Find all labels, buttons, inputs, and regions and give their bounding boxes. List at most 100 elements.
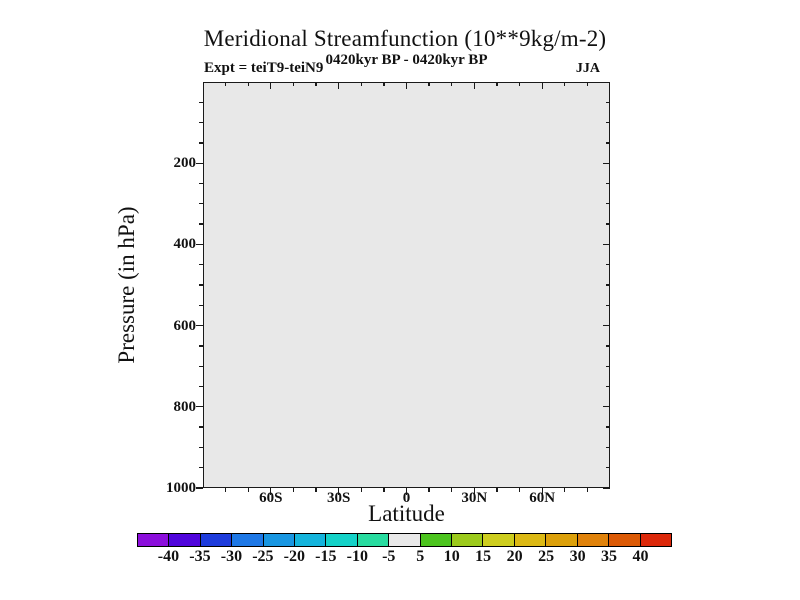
y-axis-tick-right xyxy=(606,446,610,449)
colorbar-tick-label: 25 xyxy=(538,548,555,565)
y-axis-tick xyxy=(199,264,203,266)
colorbar-segment xyxy=(231,534,263,546)
colorbar-tick-label: 5 xyxy=(416,548,425,565)
y-axis-tick-right xyxy=(606,284,610,286)
chart-title: Meridional Streamfunction (10**9kg/m-2) xyxy=(203,26,607,51)
y-axis-tick-right xyxy=(606,467,610,469)
colorbar-segment xyxy=(325,534,357,546)
x-axis-tick-top xyxy=(270,82,272,89)
x-axis-tick xyxy=(338,488,340,495)
x-axis-tick xyxy=(428,488,430,492)
plot-area xyxy=(203,82,610,488)
x-axis-tick xyxy=(292,488,295,492)
y-axis-tick xyxy=(199,182,203,185)
colorbar-tick-label: -30 xyxy=(220,548,243,565)
colorbar-tick-label: -35 xyxy=(189,548,211,565)
y-axis-tick-label: 200 xyxy=(173,155,197,172)
y-axis-tick xyxy=(199,467,203,469)
y-axis-tick-right xyxy=(606,264,610,266)
y-axis-tick xyxy=(196,487,203,489)
y-axis-tick xyxy=(199,121,203,124)
y-axis-tick-label: 800 xyxy=(173,398,197,415)
period-label: 0420kyr BP - 0420kyr BP xyxy=(325,52,488,68)
colorbar-tick-label: -5 xyxy=(382,548,396,565)
y-axis-tick xyxy=(196,324,203,327)
x-axis-tick-top xyxy=(496,82,498,86)
x-axis-tick-top xyxy=(338,82,340,89)
y-axis-tick-right xyxy=(606,182,610,185)
colorbar-tick-label: -20 xyxy=(283,548,306,565)
colorbar-tick-label: 10 xyxy=(443,548,460,565)
x-axis-tick-top xyxy=(247,82,249,86)
colorbar-tick-label: 40 xyxy=(632,548,649,565)
y-axis-tick xyxy=(196,406,203,408)
y-axis-tick xyxy=(199,304,203,306)
y-axis-tick-label: 400 xyxy=(173,236,197,253)
colorbar-tick-label: -10 xyxy=(346,548,368,565)
x-axis-tick xyxy=(496,488,498,492)
x-axis-tick-top xyxy=(292,82,295,86)
x-axis-tick-top xyxy=(383,82,385,86)
y-axis-tick-right xyxy=(603,243,610,246)
y-axis-tick-label: 1000 xyxy=(166,480,196,496)
y-axis-tick-right xyxy=(606,426,610,428)
experiment-label: Expt = teiT9-teiN9 xyxy=(204,60,324,76)
colorbar-segment xyxy=(262,534,295,546)
x-axis-tick-top xyxy=(428,82,430,86)
y-axis-tick xyxy=(199,446,203,449)
colorbar-segment xyxy=(294,534,326,546)
y-axis-tick-right xyxy=(603,487,610,489)
colorbar-segment xyxy=(513,534,546,546)
y-axis-title: Pressure (in hPa) xyxy=(114,206,139,364)
y-axis-tick-right xyxy=(606,121,610,124)
x-axis-tick xyxy=(451,488,453,492)
y-axis-tick-right xyxy=(606,385,610,388)
x-axis-tick-top xyxy=(518,82,521,86)
x-axis-tick-top xyxy=(451,82,453,86)
colorbar-segment xyxy=(138,534,169,546)
y-axis-tick xyxy=(199,385,203,388)
colorbar-segment xyxy=(356,534,389,546)
x-axis-tick-top xyxy=(541,82,543,89)
x-axis-tick xyxy=(405,488,408,495)
x-axis-tick-top xyxy=(360,82,362,86)
x-axis-tick xyxy=(360,488,362,492)
y-axis-tick xyxy=(199,284,203,286)
y-axis-tick xyxy=(196,243,203,246)
y-axis-tick-right xyxy=(606,142,610,144)
x-axis-tick xyxy=(564,488,566,492)
x-axis-tick xyxy=(473,488,475,495)
x-axis-tick-top xyxy=(586,82,589,86)
colorbar-segment xyxy=(419,534,452,546)
y-axis-tick xyxy=(199,345,203,347)
y-axis-tick-right xyxy=(606,304,610,306)
y-axis-tick-right xyxy=(603,406,610,408)
y-axis-tick xyxy=(196,162,203,164)
colorbar-segment xyxy=(199,534,232,546)
y-axis-tick xyxy=(199,203,203,205)
colorbar-segment xyxy=(451,534,483,546)
y-axis-tick-right xyxy=(603,162,610,164)
colorbar-segment xyxy=(168,534,200,546)
x-axis-tick-label: 60S xyxy=(259,490,283,506)
x-axis-tick xyxy=(541,488,543,495)
x-axis-tick-label: 30N xyxy=(461,490,488,506)
y-axis-tick xyxy=(199,223,203,225)
x-axis-tick-top xyxy=(224,82,227,86)
x-axis-tick xyxy=(315,488,317,492)
x-axis-tick-top xyxy=(405,82,408,89)
colorbar-tick-label: 20 xyxy=(506,548,523,565)
x-axis-tick xyxy=(518,488,521,492)
colorbar-segment xyxy=(388,534,420,546)
y-axis-tick xyxy=(199,142,203,144)
colorbar-segment xyxy=(639,534,671,546)
x-axis-tick xyxy=(270,488,272,495)
colorbar-segment xyxy=(608,534,640,546)
colorbar xyxy=(137,533,672,547)
colorbar-tick-label: 35 xyxy=(601,548,618,565)
y-axis-tick-right xyxy=(606,101,610,103)
colorbar-segment xyxy=(545,534,577,546)
x-axis-tick-label: 30S xyxy=(326,490,351,506)
y-axis-tick-right xyxy=(606,203,610,205)
